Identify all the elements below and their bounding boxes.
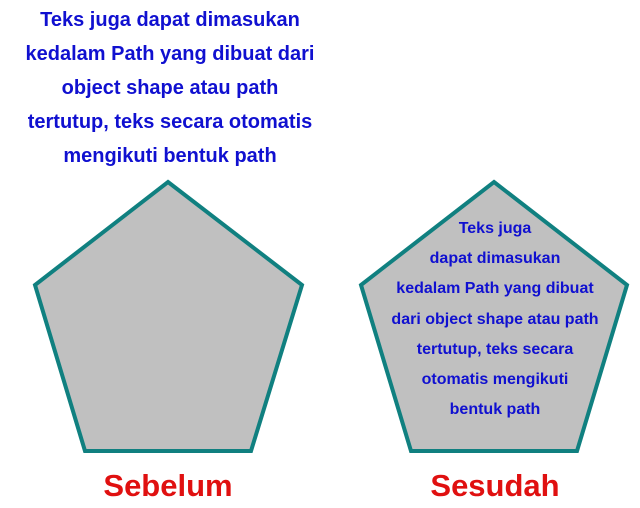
path-text-line-2: dapat dimasukan [429,250,561,268]
intro-line-4: tertutup, teks secara otomatis [27,111,313,133]
intro-line-3: object shape atau path [61,77,279,99]
intro-line-5: mengikuti bentuk path [63,145,277,167]
path-text-line-3: kedalam Path yang dibuat [396,280,594,298]
pentagon-after [358,179,630,453]
path-text-line-7: bentuk path [449,401,541,419]
path-text: Teks juga dapat dimasukan kedalam Path y… [362,214,628,425]
path-text-line-1: Teks juga [458,220,532,237]
path-text-line-4: dari object shape atau path [391,310,599,328]
caption-after: Sesudah [430,468,560,503]
caption-before: Sebelum [103,468,233,503]
intro-line-2: kedalam Path yang dibuat dari [25,43,315,65]
intro-text: Teks juga dapat dimasukan kedalam Path y… [0,3,340,173]
pentagon-before [32,179,305,453]
path-text-line-5: tertutup, teks secara [416,340,574,358]
path-text-line-6: otomatis mengikuti [421,371,569,389]
intro-line-1: Teks juga dapat dimasukan [40,9,300,31]
